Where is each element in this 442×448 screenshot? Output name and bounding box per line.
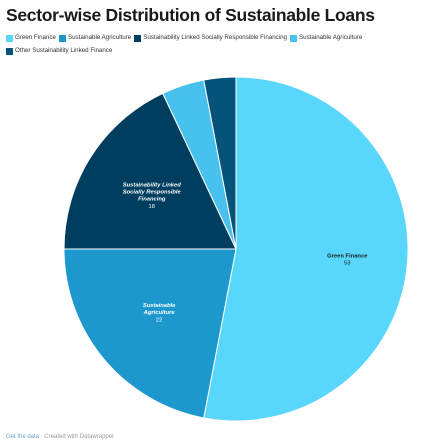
legend-swatch xyxy=(6,48,13,55)
get-data-link[interactable]: Get the data xyxy=(6,434,40,440)
legend-item: Green Finance xyxy=(6,33,56,44)
pie-slice xyxy=(63,248,237,419)
slice-value-label: 22 xyxy=(156,317,162,323)
chart-legend: Green Finance Sustainable Agriculture Sust… xyxy=(6,33,406,60)
legend-item: Other Sustainability Linked Finance xyxy=(6,46,112,57)
legend-item: Sustainable Agriculture xyxy=(58,33,132,44)
chart-title: Sector-wise Distribution of Sustainable … xyxy=(6,5,375,25)
legend-swatch xyxy=(290,34,298,42)
legend-swatch xyxy=(58,34,66,42)
legend-item: Sustainability Linked Socially Responsib… xyxy=(134,33,287,44)
legend-label: Other Sustainability Linked Finance xyxy=(15,47,113,55)
slice-label: Sustainable xyxy=(143,303,176,309)
footer-separator: · xyxy=(40,434,43,440)
legend-swatch xyxy=(134,34,142,42)
legend-label: Sustainability Linked Socially Responsib… xyxy=(143,34,288,41)
footer-credit: Created with Datawrapper xyxy=(44,434,115,440)
pie-slice xyxy=(203,76,409,422)
legend-swatch xyxy=(6,34,13,42)
pie-slice xyxy=(203,76,237,250)
pie-slice xyxy=(63,92,237,250)
slice-label: Sustainability Linked xyxy=(123,182,181,188)
slice-label: Socially Responsible xyxy=(123,189,182,195)
slice-label: Agriculture xyxy=(143,310,176,316)
slice-value-label: 53 xyxy=(344,261,350,267)
legend-label: Sustainable Agriculture xyxy=(67,34,132,41)
legend-label: Sustainable Agriculture xyxy=(299,34,363,41)
slice-label: Green Finance xyxy=(327,253,368,259)
slice-label: Financing xyxy=(138,197,166,203)
legend-label: Green Finance xyxy=(15,34,56,41)
chart-footer: Get the data · Created with Datawrapper xyxy=(6,434,114,440)
legend-item: Sustainable Agriculture xyxy=(290,33,362,44)
slice-value-label: 18 xyxy=(149,204,155,210)
